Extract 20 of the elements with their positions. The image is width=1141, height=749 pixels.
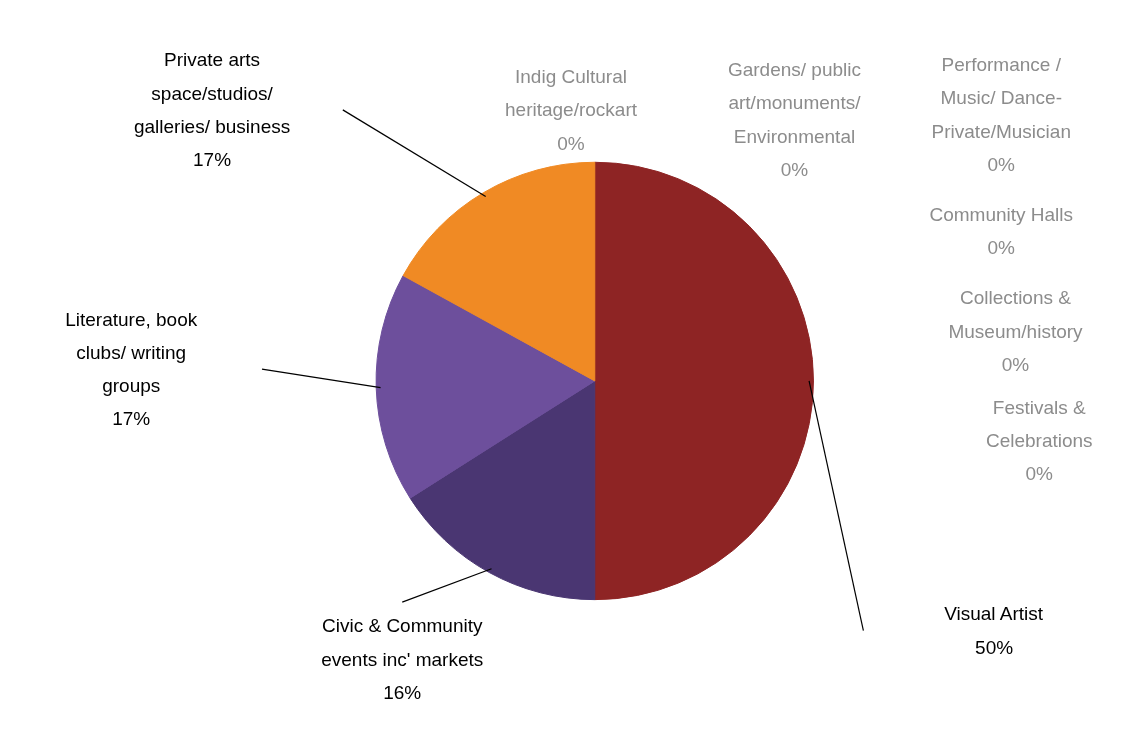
data-label: 50%	[975, 636, 1014, 658]
data-label: 17%	[193, 149, 232, 171]
text: 0%	[780, 158, 809, 180]
category-label: Gardens/ public art/monuments/ Environmental	[727, 58, 861, 147]
text: 0%	[1001, 353, 1030, 375]
slice-label: Private arts space/studios/ galleries/ business	[133, 49, 291, 138]
text: 0%	[557, 132, 585, 154]
category-label: Collections & Museum/history	[948, 287, 1083, 342]
slice-label: Civic & Community events inc' markets	[321, 615, 484, 670]
data-label: 17%	[112, 408, 151, 430]
category-label: Community Halls	[929, 204, 1074, 225]
category-label: Performance / Music/ Dance-Private/Musician	[931, 54, 1071, 142]
category-label: Festivals & Celebrations	[985, 396, 1093, 451]
slice-label: Visual Artist	[944, 603, 1044, 625]
text: 0%	[987, 154, 1015, 176]
text: 0%	[987, 237, 1015, 259]
category-label: Indig Cultural heritage/rockart	[505, 66, 638, 121]
text: 0%	[1025, 463, 1054, 485]
slice-label: Literature, book clubs/ writing groups	[65, 308, 198, 397]
data-label: 16%	[383, 681, 422, 703]
